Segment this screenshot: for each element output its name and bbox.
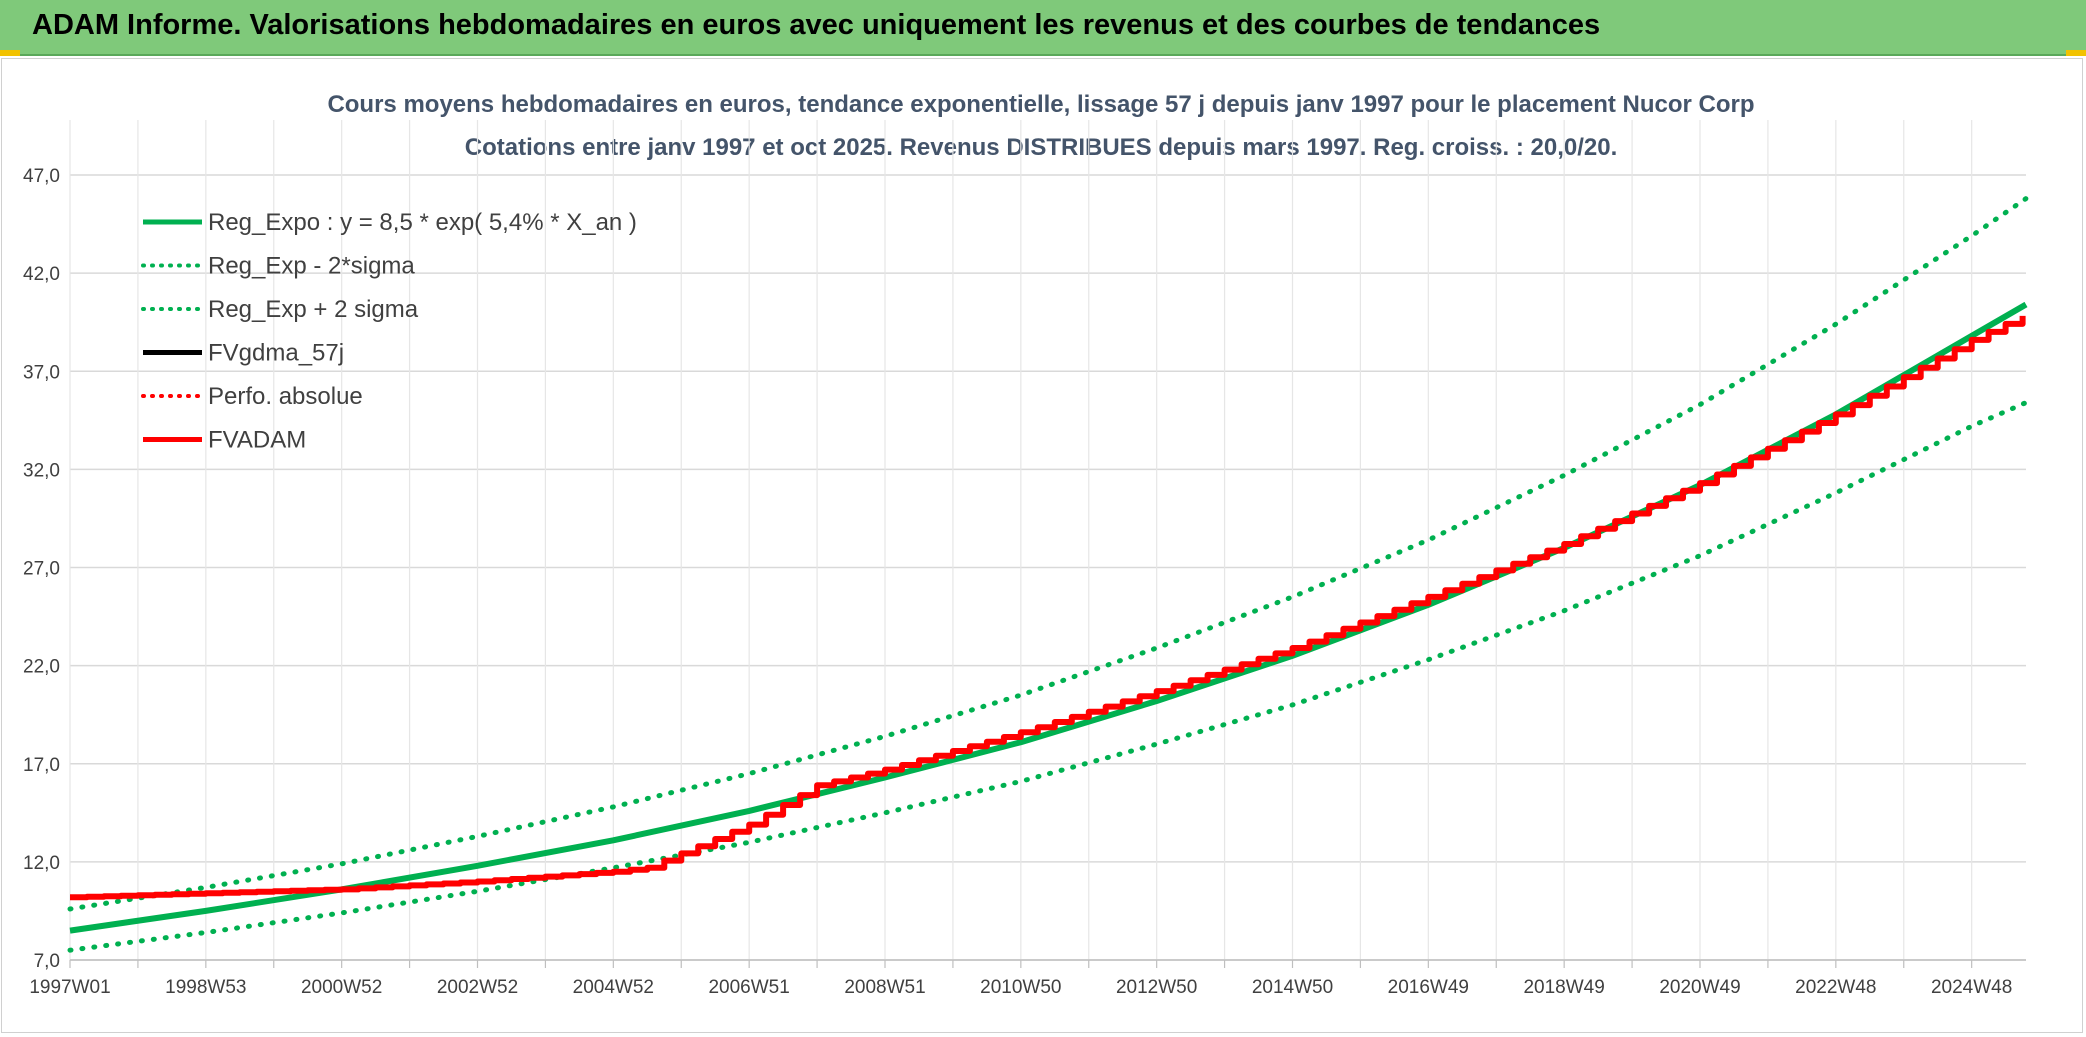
x-tick-label: 2004W52 — [573, 977, 654, 998]
series-line — [67, 400, 2029, 953]
legend-label: Reg_Exp + 2 sigma — [208, 296, 419, 323]
y-tick-label: 7,0 — [34, 951, 60, 972]
x-tick-label: 1997W01 — [29, 977, 110, 998]
y-tick-label: 22,0 — [23, 657, 60, 678]
series-line — [69, 301, 2028, 934]
x-tick-label: 2012W50 — [1116, 977, 1197, 998]
x-tick-label: 2020W49 — [1659, 977, 1740, 998]
y-tick-label: 17,0 — [23, 755, 60, 776]
legend-label: Reg_Expo : y = 8,5 * exp( 5,4% * X_an ) — [208, 209, 637, 236]
report-header: ADAM Informe. Valorisations hebdomadaire… — [0, 0, 2086, 56]
x-tick-label: 2008W51 — [844, 977, 925, 998]
x-tick-label: 2024W48 — [1931, 977, 2012, 998]
y-tick-label: 42,0 — [23, 264, 60, 285]
y-tick-label: 37,0 — [23, 362, 60, 383]
x-tick-label: 2018W49 — [1523, 977, 1604, 998]
report-title: ADAM Informe. Valorisations hebdomadaire… — [32, 9, 1601, 41]
chart-title-line2: Cotations entre janv 1997 et oct 2025. R… — [465, 134, 1617, 161]
left-corner-marker — [0, 50, 20, 56]
x-tick-label: 2014W50 — [1252, 977, 1333, 998]
x-tick-label: 1998W53 — [165, 977, 246, 998]
x-tick-label: 2006W51 — [708, 977, 789, 998]
y-tick-label: 12,0 — [23, 853, 60, 874]
legend-label: Perfo. absolue — [208, 383, 363, 410]
series-line — [70, 315, 2026, 901]
x-tick-label: 2022W48 — [1795, 977, 1876, 998]
legend-label: FVgdma_57j — [208, 340, 344, 367]
chart-frame — [1, 58, 2083, 1033]
x-tick-label: 2000W52 — [301, 977, 382, 998]
series-group — [67, 196, 2029, 953]
axes: 7,0 12,0 17,0 22,0 27,0 32,0 37,0 42,0 47,0 1997W… — [23, 166, 2026, 998]
x-tick-label: 2010W50 — [980, 977, 1061, 998]
grid — [69, 120, 2026, 961]
legend: Reg_Expo : y = 8,5 * exp( 5,4% * X_an ) R… — [141, 209, 637, 454]
chart-title-line1: Cours moyens hebdomadaires en euros, ten… — [327, 91, 1754, 118]
right-corner-marker — [2066, 50, 2086, 56]
x-tick-label: 2016W49 — [1388, 977, 1469, 998]
legend-label: Reg_Exp - 2*sigma — [208, 253, 415, 280]
y-tick-label: 27,0 — [23, 559, 60, 580]
legend-label: FVADAM — [208, 427, 306, 454]
y-tick-label: 47,0 — [23, 166, 60, 187]
y-tick-label: 32,0 — [23, 460, 60, 481]
x-tick-label: 2002W52 — [437, 977, 518, 998]
